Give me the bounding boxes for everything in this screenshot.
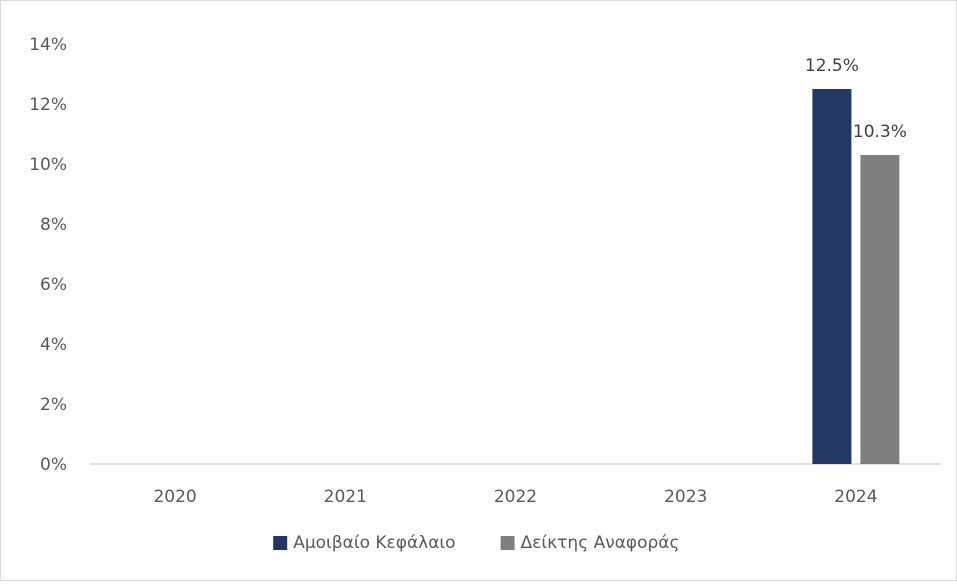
y-tick-label: 6% (40, 275, 67, 295)
bar (860, 155, 900, 464)
x-tick-label: 2021 (324, 487, 367, 507)
y-tick-label: 12% (29, 95, 67, 115)
y-tick-label: 2% (40, 395, 67, 415)
x-tick-label: 2024 (834, 487, 877, 507)
y-tick-label: 4% (40, 335, 67, 355)
x-tick-label: 2022 (494, 487, 537, 507)
bar (812, 89, 852, 464)
legend-label: Αμοιβαίο Κεφάλαιο (293, 533, 455, 553)
data-label: 12.5% (805, 56, 859, 76)
y-tick-label: 8% (40, 215, 67, 235)
data-label: 10.3% (853, 122, 907, 142)
y-tick-label: 10% (29, 155, 67, 175)
y-tick-label: 0% (40, 455, 67, 475)
legend-swatch (500, 536, 515, 550)
x-tick-label: 2023 (664, 487, 707, 507)
y-tick-label: 14% (29, 35, 67, 55)
legend-label: Δείκτης Αναφοράς (521, 533, 680, 553)
legend-swatch (273, 536, 288, 550)
x-tick-label: 2020 (153, 487, 196, 507)
